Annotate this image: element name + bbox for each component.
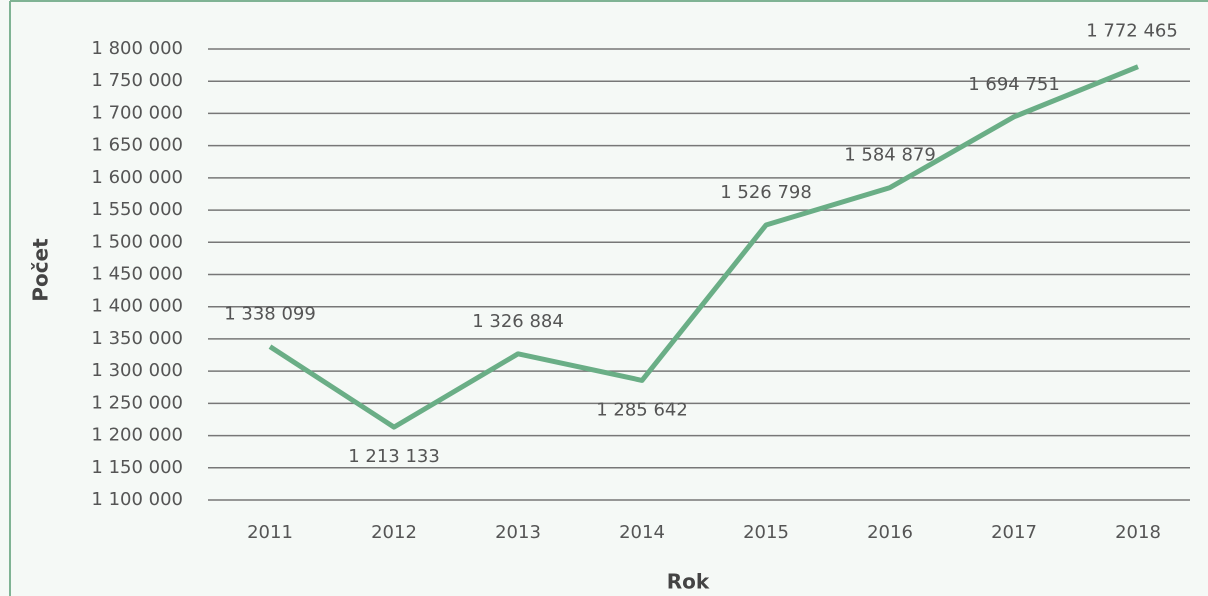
y-tick-label: 1 700 000: [91, 102, 183, 123]
x-tick-label: 2014: [619, 522, 665, 543]
y-tick-label: 1 100 000: [91, 489, 183, 510]
y-tick-label: 1 350 000: [91, 328, 183, 349]
x-tick-label: 2015: [743, 522, 789, 543]
y-tick-label: 1 450 000: [91, 264, 183, 285]
y-tick-label: 1 200 000: [91, 425, 183, 446]
y-tick-label: 1 150 000: [91, 457, 183, 478]
data-label: 1 584 879: [844, 145, 936, 166]
y-axis-title: Počet: [29, 238, 53, 302]
data-label: 1 326 884: [472, 311, 564, 332]
data-label: 1 285 642: [596, 399, 688, 420]
data-label: 1 213 133: [348, 446, 440, 467]
y-tick-label: 1 250 000: [91, 392, 183, 413]
y-tick-label: 1 550 000: [91, 199, 183, 220]
x-tick-label: 2018: [1115, 522, 1161, 543]
data-label: 1 694 751: [968, 74, 1060, 95]
x-tick-label: 2012: [371, 522, 417, 543]
data-label: 1 526 798: [720, 182, 812, 203]
x-tick-label: 2017: [991, 522, 1037, 543]
x-tick-label: 2011: [247, 522, 293, 543]
y-tick-label: 1 400 000: [91, 296, 183, 317]
y-tick-label: 1 750 000: [91, 70, 183, 91]
y-tick-label: 1 650 000: [91, 135, 183, 156]
y-tick-label: 1 600 000: [91, 167, 183, 188]
data-label: 1 338 099: [224, 304, 316, 325]
data-label: 1 772 465: [1086, 21, 1178, 42]
y-tick-label: 1 300 000: [91, 360, 183, 381]
y-tick-label: 1 500 000: [91, 231, 183, 252]
x-tick-label: 2016: [867, 522, 913, 543]
x-axis-title: Rok: [667, 570, 710, 594]
x-tick-label: 2013: [495, 522, 541, 543]
line: [268, 64, 1139, 430]
y-tick-label: 1 800 000: [91, 38, 183, 59]
